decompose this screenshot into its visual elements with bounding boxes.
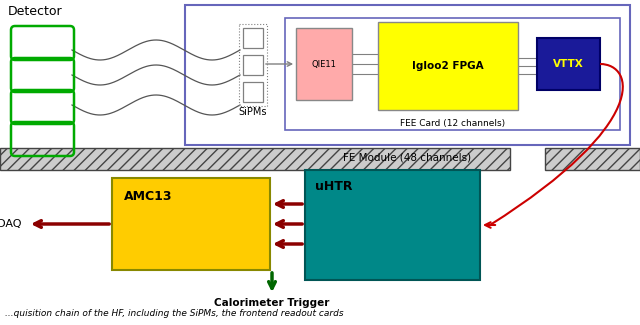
Text: AMC13: AMC13 [124,190,173,203]
Text: Igloo2 FPGA: Igloo2 FPGA [412,61,484,71]
Text: QIE11: QIE11 [312,59,337,69]
Text: uHTR: uHTR [315,180,353,193]
Bar [305,170,480,280]
Text: cDAQ: cDAQ [0,219,22,229]
Text: VTTX: VTTX [553,59,584,69]
Bar [537,38,600,90]
Text: Detector: Detector [8,5,63,18]
Bar [112,178,270,270]
Text: ...quisition chain of the HF, including the SiPMs, the frontend readout cards: ...quisition chain of the HF, including … [5,309,344,318]
Text: SiPMs: SiPMs [239,107,268,117]
Text: FE Module (48 channels): FE Module (48 channels) [344,153,472,163]
Bar [239,24,267,106]
Bar [243,55,263,75]
Bar [285,18,620,130]
Bar [378,22,518,110]
Bar [296,28,352,100]
Text: Calorimeter Trigger: Calorimeter Trigger [214,298,330,308]
Bar [185,5,630,145]
Bar [243,82,263,102]
Bar [243,28,263,48]
Bar [0,148,510,170]
Bar [545,148,640,170]
Text: FEE Card (12 channels): FEE Card (12 channels) [400,119,505,128]
